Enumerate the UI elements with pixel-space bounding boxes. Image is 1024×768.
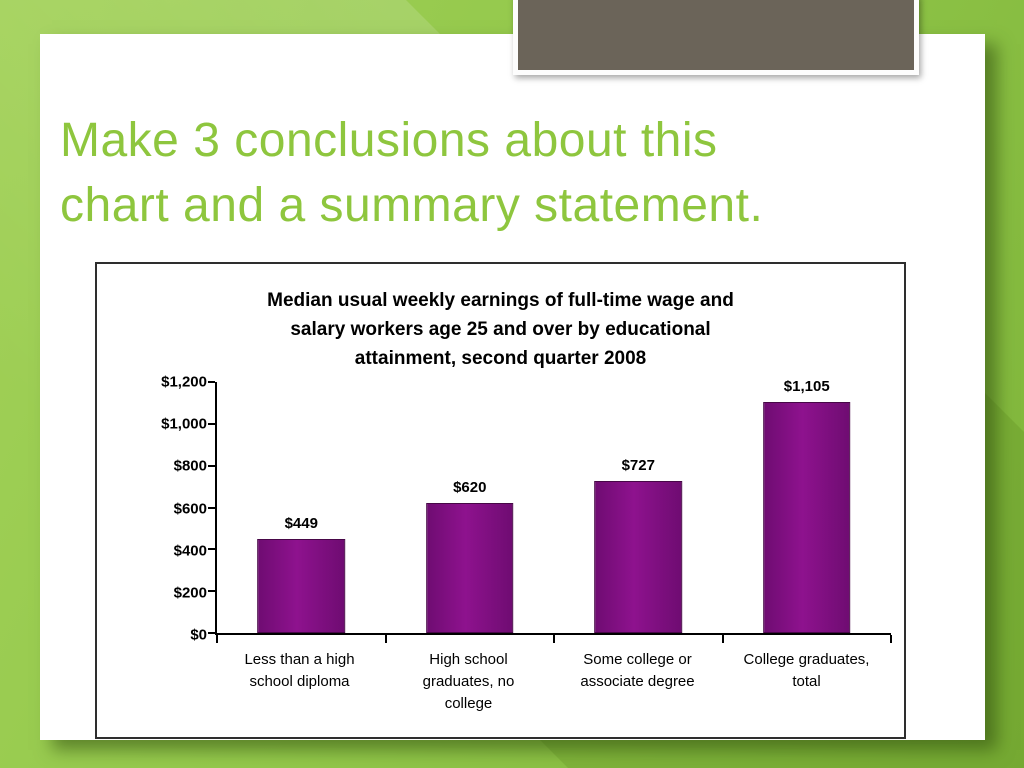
- slide-title-line1: Make 3 conclusions about this: [60, 114, 718, 167]
- y-tick-mark: [208, 590, 215, 593]
- category-label: High school graduates, no college: [422, 651, 515, 712]
- x-tick-mark: [216, 635, 218, 643]
- y-tick-mark: [208, 464, 215, 467]
- top-accent-box: [513, 0, 919, 75]
- category-label: College graduates, total: [743, 651, 870, 690]
- y-tick-label: $600: [173, 500, 207, 517]
- y-tick-label: $200: [173, 584, 207, 602]
- y-axis: $0 $200 $400 $600 $800 $1,000 $1,200: [97, 374, 207, 644]
- y-tick-mark: [208, 422, 215, 425]
- category-axis: Less than a high school diploma High scho…: [215, 649, 891, 715]
- bar-slot: $727: [554, 382, 723, 633]
- x-tick-mark: [721, 635, 724, 643]
- slide: Make 3 conclusions about this chart and …: [40, 34, 985, 740]
- bars-row: $449 $620 $727 $1,105: [217, 378, 892, 633]
- bar-value-label: $620: [453, 479, 487, 497]
- plot-area: $449 $620 $727 $1,105: [208, 378, 892, 643]
- chart: Median usual weekly earnings of full-tim…: [95, 262, 906, 739]
- bar-slot: $620: [386, 382, 555, 633]
- y-tick-label: $1,200: [161, 373, 207, 391]
- bar-slot: $1,105: [723, 378, 892, 633]
- category-label: Some college or associate degree: [580, 651, 695, 690]
- y-tick-label: $400: [173, 542, 207, 560]
- bar: [425, 503, 514, 633]
- y-tick-label: $800: [173, 457, 207, 475]
- bar-value-label: $1,105: [783, 377, 830, 395]
- x-tick-mark: [553, 635, 555, 643]
- bar: [257, 539, 346, 633]
- y-tick-mark: [208, 548, 215, 551]
- slide-title: Make 3 conclusions about this chart and …: [60, 108, 960, 238]
- y-tick-mark: [208, 506, 215, 509]
- chart-title-line3: attainment, second quarter 2008: [354, 348, 647, 369]
- bar: [762, 401, 851, 633]
- y-tick-label: $0: [190, 626, 207, 644]
- chart-title: Median usual weekly earnings of full-tim…: [97, 286, 904, 373]
- bar: [594, 480, 683, 633]
- chart-title-line1: Median usual weekly earnings of full-tim…: [267, 290, 734, 311]
- slide-title-line2: chart and a summary statement.: [60, 179, 764, 232]
- category-label: Less than a high school diploma: [244, 651, 355, 690]
- bar-value-label: $727: [621, 456, 655, 474]
- bar-value-label: $449: [284, 515, 318, 533]
- bar-slot: $449: [217, 382, 386, 633]
- y-tick-label: $1,000: [161, 415, 207, 433]
- x-tick-mark: [890, 635, 892, 643]
- y-tick-mark: [208, 632, 215, 634]
- chart-title-line2: salary workers age 25 and over by educat…: [290, 319, 711, 340]
- y-tick-mark: [208, 381, 215, 383]
- x-tick-mark: [384, 635, 387, 643]
